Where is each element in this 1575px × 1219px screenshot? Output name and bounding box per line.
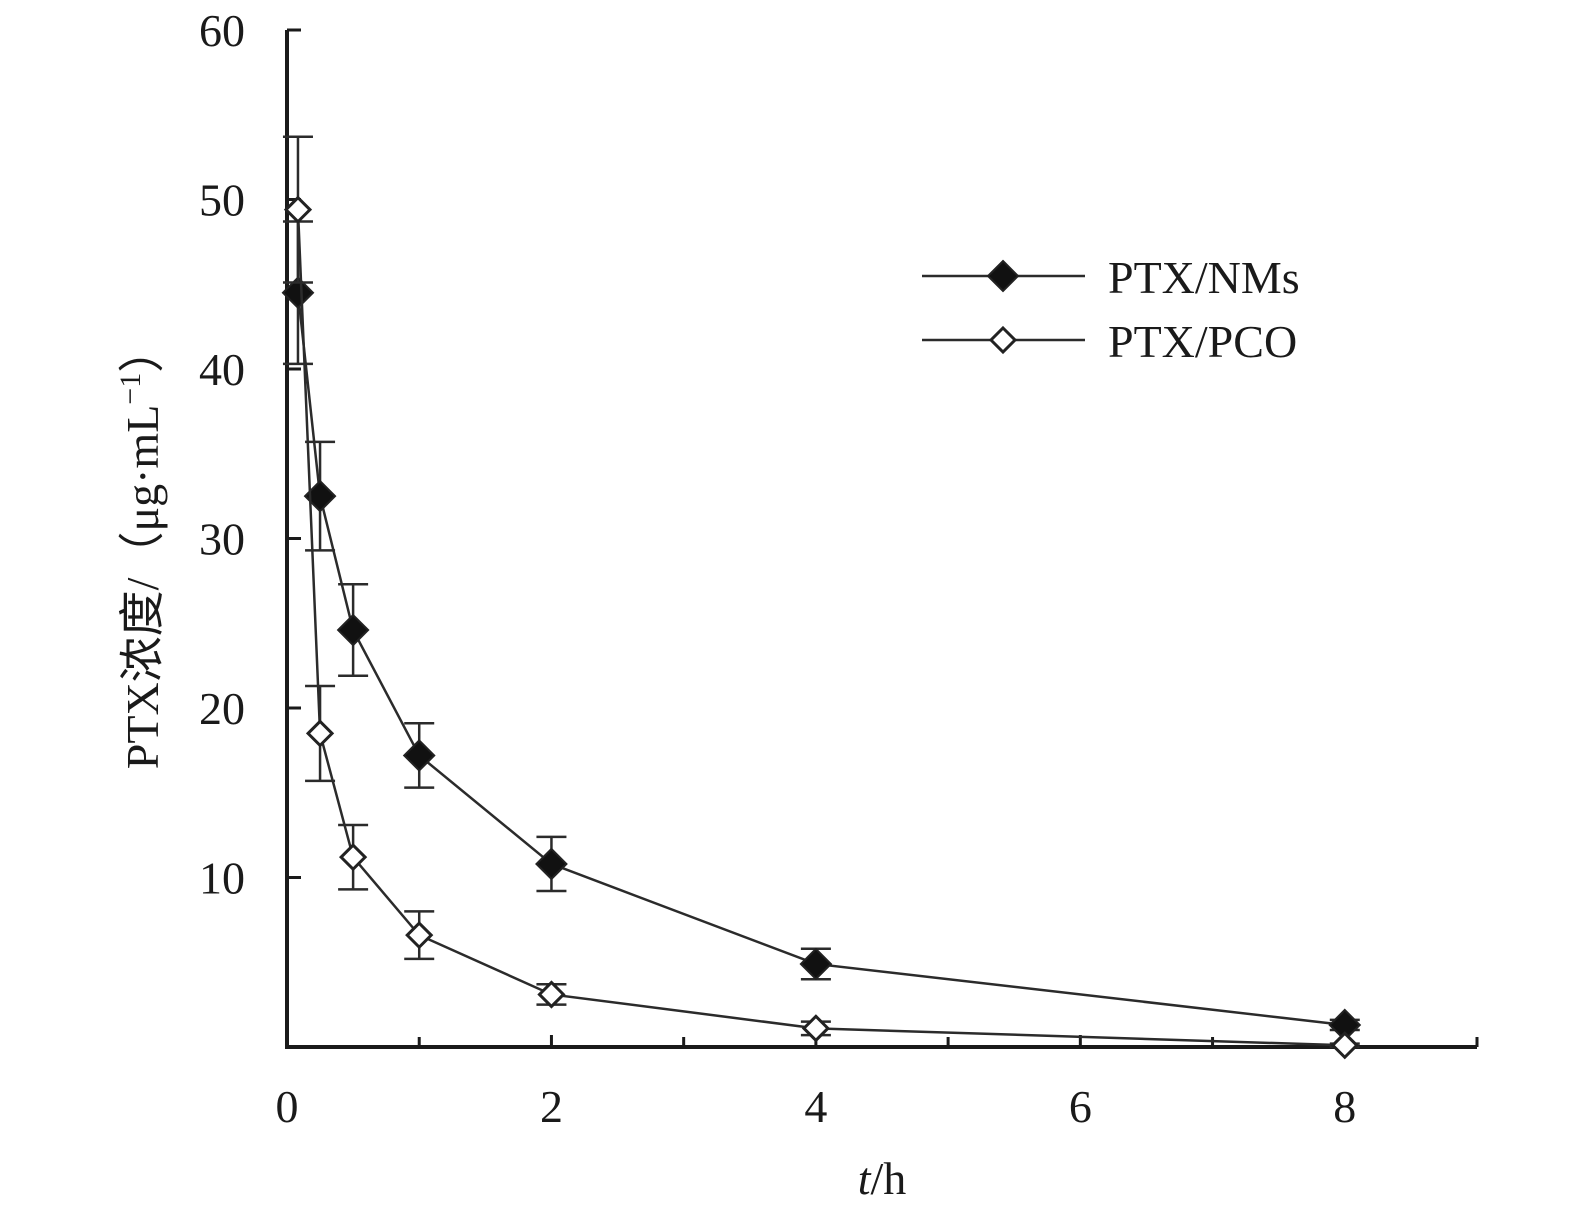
y-tick-label: 10 — [199, 853, 245, 904]
data-point — [338, 843, 368, 872]
plot-area — [281, 135, 1362, 1060]
x-tick-label: 2 — [540, 1081, 563, 1132]
y-axis-label-sup: −1 — [114, 373, 147, 405]
data-point — [283, 195, 313, 224]
x-axis-label-unit: /h — [871, 1153, 907, 1204]
legend-label: PTX/PCO — [1108, 316, 1297, 367]
data-point — [405, 921, 434, 950]
legend: PTX/NMs PTX/PCO — [922, 252, 1300, 367]
data-point — [336, 613, 370, 647]
y-axis-label-main: PTX浓度/（μg·mL — [117, 405, 168, 770]
series-line — [296, 292, 1345, 1027]
y-tick-label: 50 — [199, 175, 245, 226]
y-tick-label: 20 — [199, 683, 245, 734]
axes: 10 20 30 40 50 60 0 2 4 6 8 — [199, 5, 1479, 1132]
data-point — [537, 980, 566, 1009]
data-point — [402, 739, 436, 772]
data-point — [305, 719, 335, 748]
y-axis-label: PTX浓度/（μg·mL−1） — [114, 327, 168, 769]
y-tick-label: 40 — [199, 344, 245, 395]
data-point — [799, 947, 833, 981]
series-ptx-pco — [282, 135, 1360, 1060]
y-axis-label-close: ） — [117, 327, 168, 373]
legend-marker — [988, 325, 1018, 355]
data-point — [535, 847, 568, 881]
data-point — [281, 276, 315, 310]
x-tick-label: 6 — [1069, 1081, 1092, 1132]
x-axis-label-var: t — [858, 1153, 872, 1204]
legend-label: PTX/NMs — [1108, 252, 1300, 303]
x-tick-label: 0 — [276, 1081, 299, 1132]
x-tick-label: 8 — [1333, 1081, 1356, 1132]
data-point — [801, 1014, 831, 1043]
y-tick-label: 30 — [199, 514, 245, 565]
data-point — [1330, 1031, 1359, 1060]
series-ptx-nms — [281, 220, 1362, 1042]
legend-marker — [986, 259, 1020, 293]
y-tick-label: 60 — [199, 5, 245, 56]
x-axis-label: t/h — [858, 1153, 907, 1204]
x-tick-label: 4 — [804, 1081, 827, 1132]
